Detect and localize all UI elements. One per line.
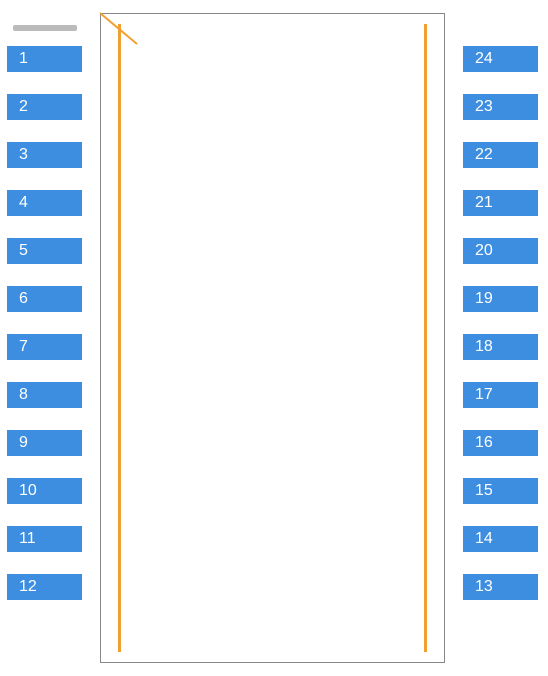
pin-label: 17 [475, 386, 493, 404]
pin-12: 12 [7, 574, 82, 600]
pin-6: 6 [7, 286, 82, 312]
pin-label: 1 [19, 50, 28, 68]
pin-11: 11 [7, 526, 82, 552]
package-right-line [424, 24, 427, 652]
pin-24: 24 [463, 46, 538, 72]
pin-21: 21 [463, 190, 538, 216]
pin-18: 18 [463, 334, 538, 360]
pin-label: 14 [475, 530, 493, 548]
footprint-diagram: 123456789101112 242322212019181716151413 [0, 0, 548, 676]
pin-label: 5 [19, 242, 28, 260]
pin-20: 20 [463, 238, 538, 264]
pin-14: 14 [463, 526, 538, 552]
pin-label: 18 [475, 338, 493, 356]
pin-16: 16 [463, 430, 538, 456]
pin-label: 2 [19, 98, 28, 116]
pin-15: 15 [463, 478, 538, 504]
pin-8: 8 [7, 382, 82, 408]
pin-17: 17 [463, 382, 538, 408]
pin-2: 2 [7, 94, 82, 120]
pin-label: 22 [475, 146, 493, 164]
pin-label: 23 [475, 98, 493, 116]
pin-label: 15 [475, 482, 493, 500]
pin-label: 13 [475, 578, 493, 596]
package-outline [100, 13, 445, 663]
pin-22: 22 [463, 142, 538, 168]
pin-label: 19 [475, 290, 493, 308]
pin-label: 21 [475, 194, 493, 212]
pin-label: 11 [19, 530, 36, 548]
pin-label: 24 [475, 50, 493, 68]
pin-4: 4 [7, 190, 82, 216]
pin-19: 19 [463, 286, 538, 312]
pin-label: 9 [19, 434, 28, 452]
pin-9: 9 [7, 430, 82, 456]
pin-3: 3 [7, 142, 82, 168]
pin-5: 5 [7, 238, 82, 264]
pin-1: 1 [7, 46, 82, 72]
package-left-line [118, 24, 121, 652]
pin-label: 12 [19, 578, 37, 596]
pin1-indicator-bar [13, 25, 77, 31]
pin-label: 6 [19, 290, 28, 308]
pin-label: 16 [475, 434, 493, 452]
pin-label: 8 [19, 386, 28, 404]
pin-label: 4 [19, 194, 28, 212]
pin-label: 3 [19, 146, 28, 164]
pin-13: 13 [463, 574, 538, 600]
pin-label: 20 [475, 242, 493, 260]
pin-label: 7 [19, 338, 28, 356]
pin-23: 23 [463, 94, 538, 120]
pin-7: 7 [7, 334, 82, 360]
pin-label: 10 [19, 482, 37, 500]
pin-10: 10 [7, 478, 82, 504]
